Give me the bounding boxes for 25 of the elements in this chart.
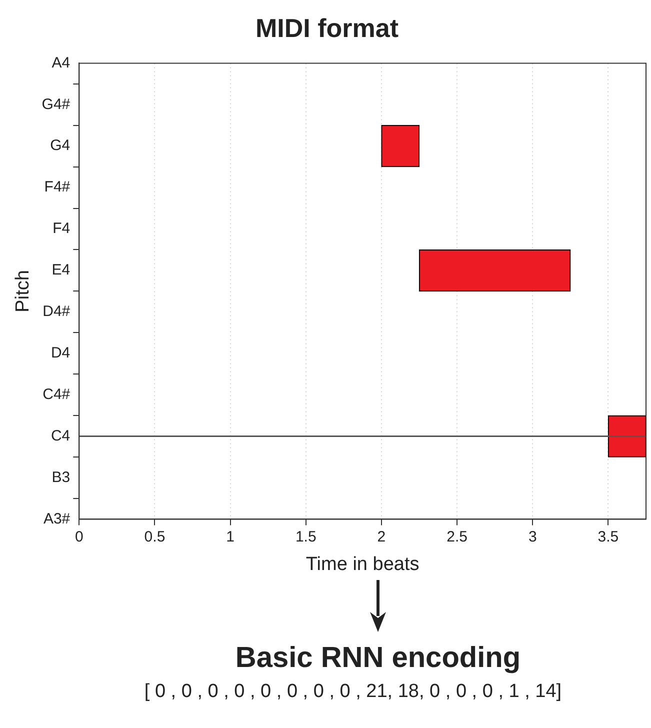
text: [ 0 , 0 , 0 , 0 , 0 , 0 , 0 , 0 , 21, 18, 0 , 0 , 0 , 1 , 14] (143, 681, 563, 703)
y-tick-label: F4# (44, 178, 71, 196)
x-tick-label: 2 (377, 528, 386, 546)
y-tick-label: C4 (50, 427, 70, 444)
x-axis-title: Time in beats (306, 554, 420, 575)
y-tick-label: B3 (52, 468, 70, 486)
y-tick-label: D4# (42, 303, 71, 320)
y-tick-label: A4 (52, 54, 70, 72)
x-tick-label: 3.5 (598, 528, 619, 546)
x-tick-label: 0.5 (144, 528, 166, 546)
y-tick-label: F4 (52, 220, 70, 238)
y-tick-label: C4# (42, 386, 71, 403)
y-tick-label: A3# (43, 510, 71, 528)
chart-title: MIDI format (256, 12, 399, 43)
x-tick-label: 1.5 (295, 528, 316, 546)
text: Basic RNN encoding (234, 642, 522, 675)
y-axis-title: Pitch (12, 270, 34, 312)
x-tick-label: 2.5 (446, 528, 468, 546)
y-tick-label: G4# (42, 96, 71, 113)
y-tick-label: E4 (52, 262, 70, 279)
x-tick-label: 3 (528, 528, 537, 546)
x-tick-label: 1 (226, 528, 234, 546)
x-tick-label: 0 (74, 528, 84, 546)
y-tick-label: D4 (50, 344, 70, 362)
y-tick-label: G4 (50, 137, 70, 154)
